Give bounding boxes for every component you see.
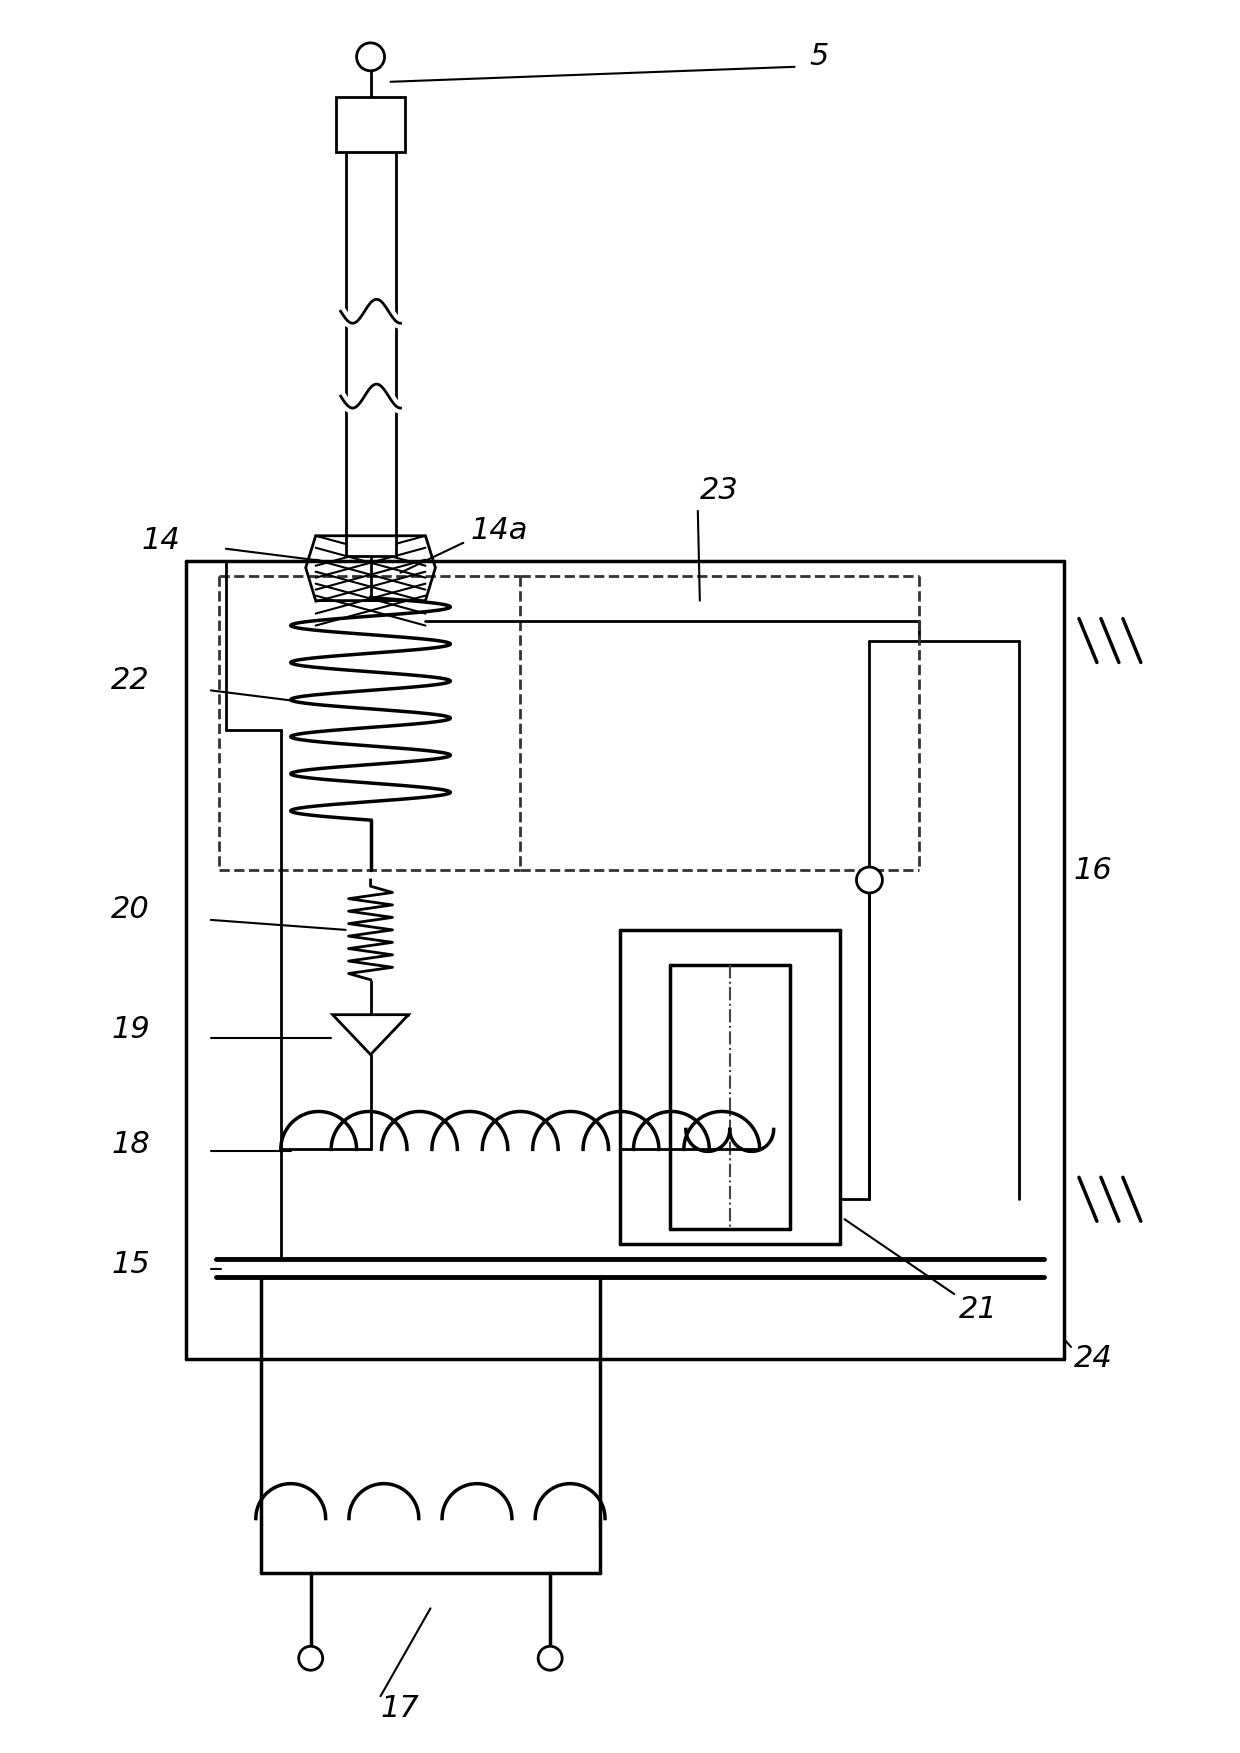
Circle shape	[299, 1646, 322, 1671]
Text: 14a: 14a	[470, 517, 528, 545]
Polygon shape	[332, 1015, 408, 1055]
Text: 17: 17	[381, 1693, 419, 1723]
Text: 5: 5	[810, 42, 830, 72]
Circle shape	[538, 1646, 562, 1671]
Text: 16: 16	[1074, 855, 1112, 885]
Bar	[336, 96, 405, 151]
Text: 20: 20	[112, 896, 150, 924]
Text: 21: 21	[960, 1294, 998, 1324]
Text: 18: 18	[112, 1131, 150, 1159]
Text: 24: 24	[1074, 1345, 1112, 1373]
Text: 15: 15	[112, 1250, 150, 1278]
Circle shape	[857, 868, 883, 892]
Text: 23: 23	[699, 477, 739, 505]
Text: 22: 22	[112, 666, 150, 694]
Bar	[346, 149, 396, 556]
Circle shape	[357, 42, 384, 70]
Text: 14: 14	[141, 526, 180, 556]
Text: 19: 19	[112, 1015, 150, 1045]
